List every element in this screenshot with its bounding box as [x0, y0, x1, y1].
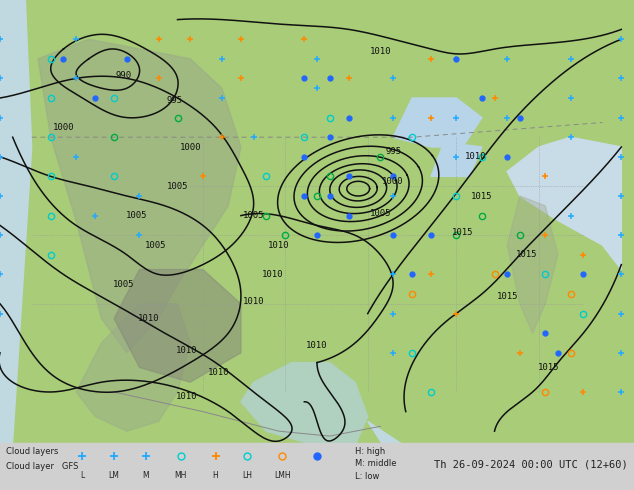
- Polygon shape: [114, 270, 241, 382]
- Text: 1010: 1010: [243, 297, 264, 306]
- Text: 1010: 1010: [306, 477, 328, 486]
- Text: 1005: 1005: [243, 211, 264, 220]
- Polygon shape: [368, 421, 621, 490]
- Polygon shape: [38, 39, 241, 353]
- Bar: [0, 443, 634, 490]
- Text: L: low: L: low: [355, 472, 379, 481]
- Text: 995: 995: [166, 96, 183, 105]
- Polygon shape: [241, 363, 368, 446]
- Text: 1010: 1010: [176, 346, 198, 355]
- Text: M: M: [143, 471, 149, 480]
- Polygon shape: [393, 98, 482, 147]
- Text: 1015: 1015: [515, 250, 537, 259]
- Text: 1015: 1015: [496, 292, 518, 301]
- Text: L: L: [81, 471, 84, 480]
- Text: LMH: LMH: [274, 471, 290, 480]
- Text: 1000: 1000: [53, 123, 74, 132]
- Text: 1005: 1005: [370, 209, 391, 218]
- Text: MH: MH: [174, 471, 187, 480]
- Text: 1015: 1015: [452, 228, 474, 237]
- Text: 1005: 1005: [113, 280, 134, 289]
- Text: 1000: 1000: [179, 143, 201, 151]
- Text: 1005: 1005: [167, 182, 188, 191]
- Text: LM: LM: [108, 471, 120, 480]
- Polygon shape: [507, 137, 621, 270]
- Text: LH: LH: [242, 471, 252, 480]
- Polygon shape: [76, 304, 190, 431]
- Text: 1015: 1015: [471, 192, 493, 200]
- Text: Cloud layers: Cloud layers: [6, 447, 59, 456]
- Polygon shape: [507, 196, 558, 333]
- Text: M: middle: M: middle: [355, 459, 396, 467]
- Polygon shape: [0, 0, 32, 490]
- Text: 1010: 1010: [268, 241, 290, 249]
- Text: Th 26-09-2024 00:00 UTC (12+60): Th 26-09-2024 00:00 UTC (12+60): [434, 460, 628, 469]
- Text: 1010: 1010: [370, 47, 391, 56]
- Text: 1010: 1010: [208, 368, 230, 377]
- Text: 1010: 1010: [465, 152, 486, 161]
- Text: H: H: [212, 471, 219, 480]
- Text: 1010: 1010: [262, 270, 283, 279]
- Text: 990: 990: [115, 72, 132, 80]
- Text: 995: 995: [385, 147, 401, 156]
- Text: 1015: 1015: [538, 363, 559, 372]
- Text: 1010: 1010: [176, 392, 198, 401]
- Text: Cloud layer   GFS: Cloud layer GFS: [6, 462, 79, 471]
- Text: 1005: 1005: [145, 241, 166, 249]
- Text: 1005: 1005: [126, 211, 147, 220]
- Polygon shape: [431, 142, 482, 176]
- Text: 1000: 1000: [382, 177, 404, 186]
- Text: 1010: 1010: [306, 341, 328, 350]
- Text: H: high: H: high: [355, 447, 385, 456]
- Text: 1010: 1010: [138, 314, 160, 323]
